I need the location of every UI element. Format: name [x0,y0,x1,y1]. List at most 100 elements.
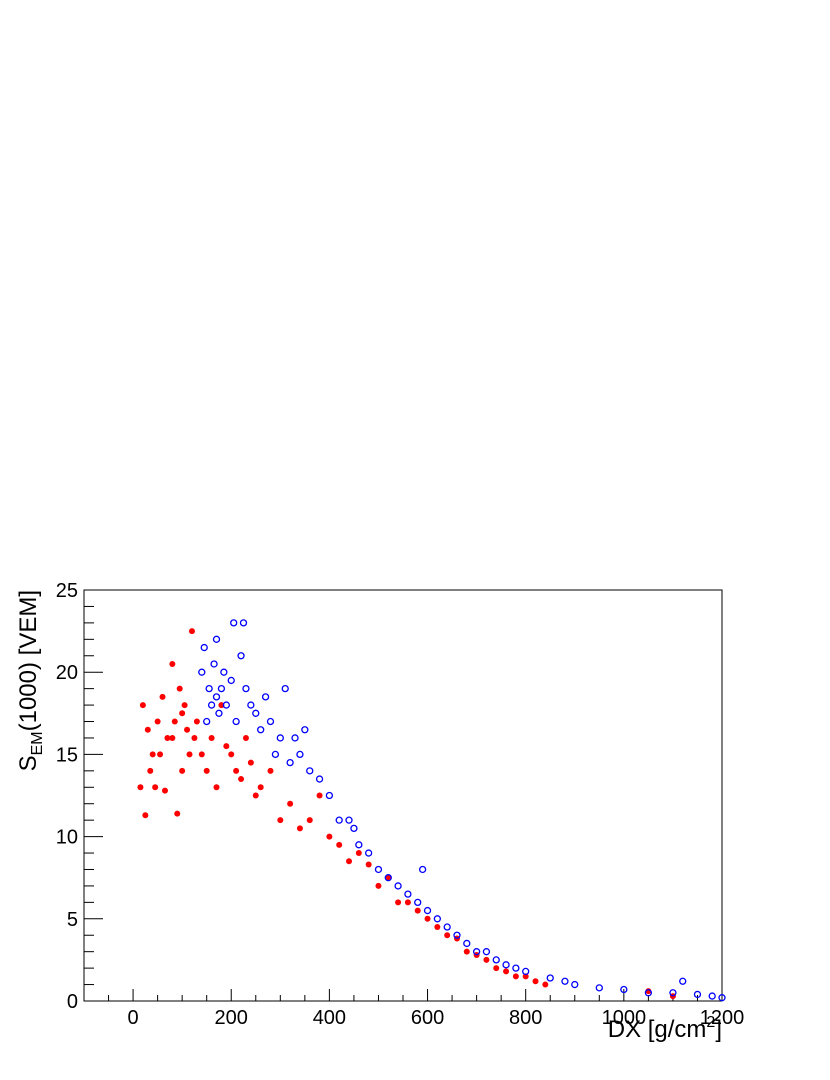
point [532,978,539,985]
point [200,643,208,652]
point [232,717,240,726]
point [238,776,245,783]
point [561,977,569,985]
point [708,992,716,1000]
point [385,874,392,881]
point [161,787,168,794]
point [364,849,373,857]
point [205,684,213,693]
point [207,701,216,709]
point [142,812,149,819]
point [395,899,402,906]
y-tick-label: 5 [67,909,78,931]
point [257,784,264,791]
point [181,702,188,709]
point [198,751,205,758]
point [287,800,294,807]
point [139,702,146,709]
point [492,956,500,964]
point [335,816,343,824]
point [418,865,427,874]
point [424,915,431,922]
point [404,890,412,898]
point [188,628,195,635]
point [239,619,248,627]
x-tick-label: 800 [509,1007,542,1029]
point [144,726,151,733]
point [169,734,176,741]
point [336,841,343,848]
point [301,726,309,734]
point [157,751,164,758]
point [276,734,284,742]
point [228,751,235,758]
point [503,968,510,975]
point [512,973,519,980]
x-title-main: DX [g/cm [608,1016,707,1043]
point [325,791,334,800]
point [296,825,303,832]
point [242,734,249,741]
point [404,899,411,906]
point [227,676,235,685]
point [669,989,677,997]
x-title-end: ] [715,1016,722,1043]
point [152,784,159,791]
point [237,652,245,660]
point [394,882,402,890]
point [463,939,471,948]
point [512,964,520,972]
y-tick-label: 15 [56,744,78,766]
point [718,994,726,1002]
point [169,660,176,667]
point [261,693,270,701]
point [522,973,529,980]
point [217,684,226,693]
y-title-main: S [15,755,42,771]
point [233,767,240,774]
point [271,750,280,759]
point [154,718,161,725]
point [306,817,313,824]
y-title-end: (1000) [VEM] [15,590,42,731]
x-tick-label: 1200 [700,1007,745,1029]
point [213,784,220,791]
point [315,775,324,783]
y-axis-title: SEM(1000) [VEM] [15,590,46,771]
point [149,751,156,758]
point [571,980,579,989]
point [316,792,323,799]
point [210,660,218,668]
y-tick-label: 10 [56,827,78,849]
point [546,974,554,982]
point [483,956,490,963]
x-tick-label: 1000 [602,1007,647,1029]
point [542,981,549,988]
point [444,932,451,939]
point [384,874,392,882]
point [193,718,200,725]
point [345,816,353,824]
point [693,990,702,999]
point [482,948,491,956]
point [198,668,206,676]
point [522,967,530,976]
point [355,850,362,857]
point [620,985,628,994]
point [286,758,294,767]
point [306,767,314,775]
point [179,710,186,717]
x-tick-label: 0 [128,1007,139,1029]
point [220,668,228,676]
y-tick-label: 25 [56,580,78,602]
point [266,717,275,726]
point [164,734,171,741]
point [463,948,470,955]
point [267,767,274,774]
point [257,726,265,734]
plot-frame [83,589,723,1002]
point [208,734,215,741]
y-title-sub: EM [29,731,46,755]
y-tick-label: 0 [67,991,78,1013]
